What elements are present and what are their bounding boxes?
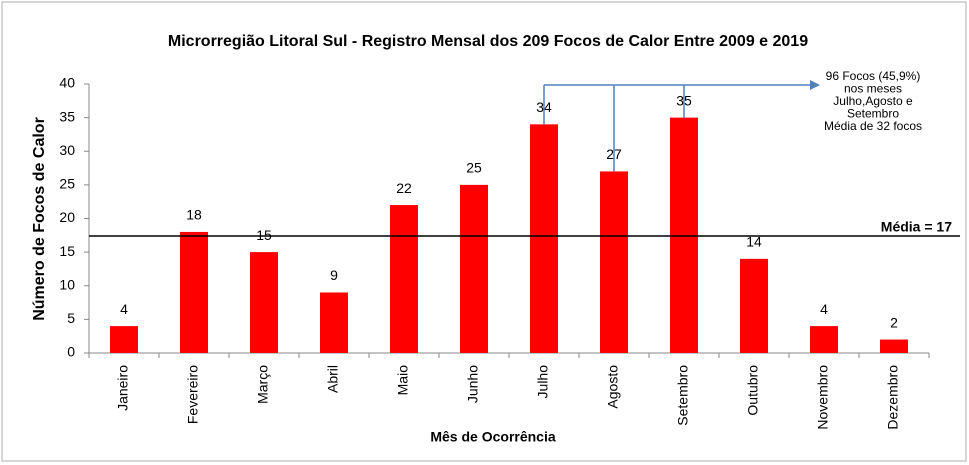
value-label: 22 bbox=[396, 180, 412, 196]
y-tick-label: 10 bbox=[59, 276, 75, 292]
x-axis-title: Mês de Ocorrência bbox=[430, 429, 555, 445]
x-tick-label: Março bbox=[255, 365, 271, 404]
bar bbox=[460, 184, 488, 353]
bar bbox=[320, 292, 348, 353]
y-tick-label: 40 bbox=[59, 75, 75, 91]
chart-title: Microrregião Litoral Sul - Registro Mens… bbox=[168, 33, 808, 50]
x-tick-label: Abril bbox=[325, 365, 341, 393]
x-tick-label: Maio bbox=[395, 365, 411, 396]
value-label: 18 bbox=[186, 207, 202, 223]
x-tick-label: Dezembro bbox=[885, 365, 901, 430]
value-label: 14 bbox=[746, 234, 762, 250]
annotation: Julho,Agosto e bbox=[833, 94, 913, 108]
x-tick-label: Outubro bbox=[745, 365, 761, 416]
x-tick-label: Setembro bbox=[675, 365, 691, 426]
y-tick-label: 35 bbox=[59, 108, 75, 124]
x-tick-label: Agosto bbox=[605, 365, 621, 409]
annotation: nos meses bbox=[844, 82, 902, 96]
y-tick-label: 15 bbox=[59, 243, 75, 259]
bar bbox=[390, 205, 418, 353]
value-label: 4 bbox=[120, 301, 128, 317]
value-label: 4 bbox=[820, 301, 828, 317]
annotation: 96 Focos (45,9%) bbox=[826, 69, 921, 83]
bar bbox=[740, 258, 768, 353]
value-label: 9 bbox=[330, 267, 338, 283]
y-tick-label: 5 bbox=[67, 310, 75, 326]
y-tick-label: 20 bbox=[59, 209, 75, 225]
bar bbox=[250, 252, 278, 353]
y-tick-label: 25 bbox=[59, 176, 75, 192]
x-tick-label: Junho bbox=[465, 365, 481, 403]
y-tick-label: 0 bbox=[67, 344, 75, 360]
bar bbox=[530, 124, 558, 353]
value-label: 15 bbox=[256, 227, 272, 243]
value-label: 25 bbox=[466, 160, 482, 176]
annotation: Média de 32 focos bbox=[824, 119, 922, 133]
x-tick-label: Fevereiro bbox=[185, 365, 201, 424]
arrow-head bbox=[810, 80, 820, 90]
x-tick-label: Novembro bbox=[815, 365, 831, 430]
y-tick-label: 30 bbox=[59, 142, 75, 158]
x-tick-label: Janeiro bbox=[115, 365, 131, 411]
bar bbox=[180, 231, 208, 353]
mean-label: Média = 17 bbox=[881, 219, 952, 235]
bar bbox=[600, 171, 628, 353]
bar bbox=[110, 326, 138, 353]
x-tick-label: Julho bbox=[535, 365, 551, 399]
bar bbox=[810, 326, 838, 353]
annotation: Setembro bbox=[847, 107, 899, 121]
value-label: 2 bbox=[890, 314, 898, 330]
bar bbox=[880, 339, 908, 353]
y-axis-title: Número de Focos de Calor bbox=[31, 117, 48, 321]
